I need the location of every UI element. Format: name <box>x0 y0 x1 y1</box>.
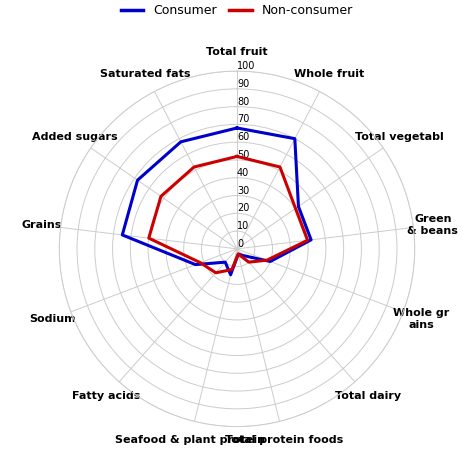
Legend: Consumer, Non-consumer: Consumer, Non-consumer <box>116 0 358 22</box>
